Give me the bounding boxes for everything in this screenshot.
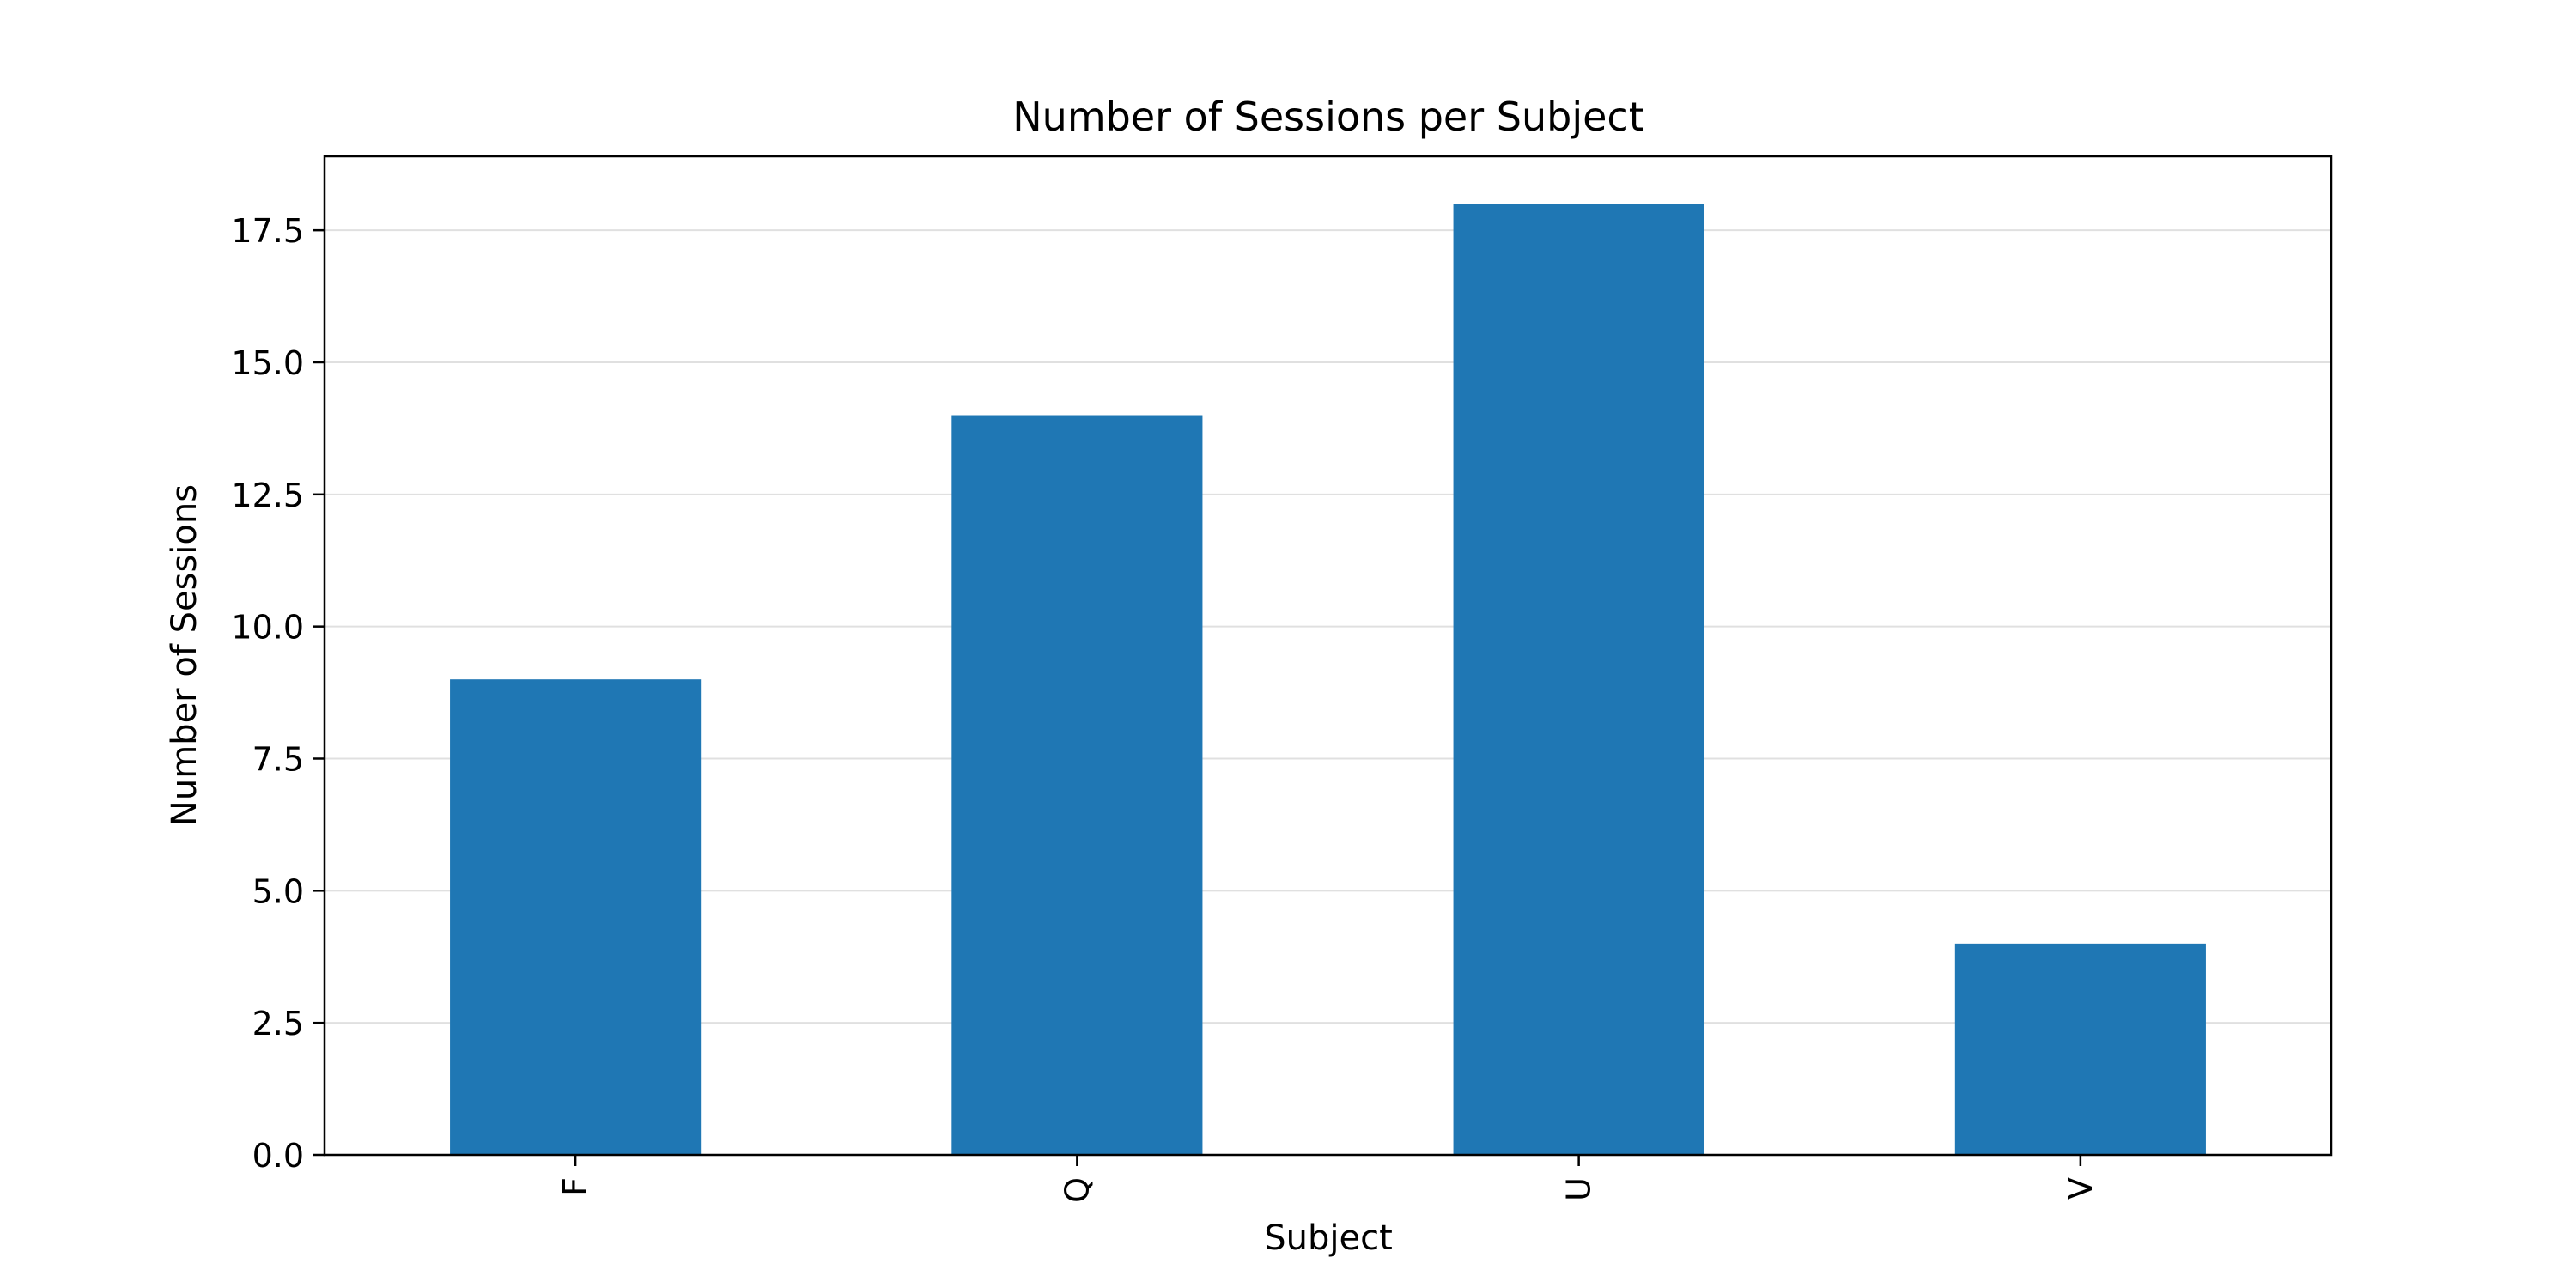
x-tick-label: Q bbox=[1058, 1177, 1096, 1203]
y-tick-label: 5.0 bbox=[252, 872, 304, 910]
y-tick-label: 15.0 bbox=[231, 344, 304, 382]
chart-title: Number of Sessions per Subject bbox=[1012, 94, 1643, 140]
y-tick-label: 2.5 bbox=[252, 1005, 304, 1042]
x-tick-label: F bbox=[556, 1177, 594, 1196]
plot-frame bbox=[323, 155, 2333, 1157]
y-tick-label: 7.5 bbox=[252, 740, 304, 778]
y-tick-label: 17.5 bbox=[231, 212, 304, 250]
x-tick-label: U bbox=[1560, 1177, 1598, 1201]
y-tick-label: 0.0 bbox=[252, 1137, 304, 1175]
x-tick-label: V bbox=[2062, 1177, 2099, 1200]
bar-Q bbox=[951, 415, 1203, 1155]
y-axis-label: Number of Sessions bbox=[165, 484, 204, 826]
bar-U bbox=[1453, 204, 1704, 1155]
y-axis-ticks: 0.0 2.5 5.0 7.5 10.0 12.5 15.0 17.5 bbox=[231, 212, 325, 1175]
bars bbox=[450, 204, 2206, 1155]
y-tick-label: 12.5 bbox=[231, 477, 304, 514]
bar-F bbox=[450, 679, 702, 1155]
y-tick-label: 10.0 bbox=[231, 609, 304, 647]
bar-V bbox=[1954, 943, 2206, 1155]
x-axis-label: Subject bbox=[1264, 1218, 1393, 1258]
